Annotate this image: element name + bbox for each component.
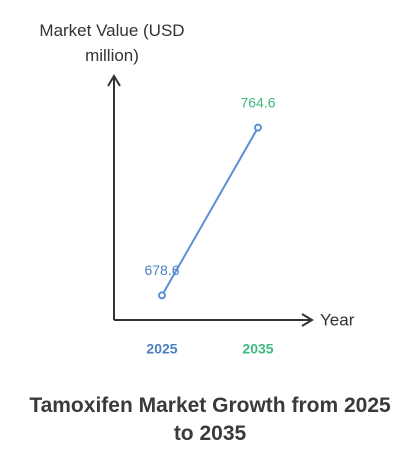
x-axis-arrow: [301, 313, 314, 327]
y-axis-arrow: [107, 74, 121, 87]
line: [161, 127, 259, 296]
chart-title: Tamoxifen Market Growth from 2025 to 203…: [29, 394, 391, 445]
point: [158, 291, 166, 300]
data-label: 764.6: [240, 94, 275, 110]
point: [254, 123, 262, 132]
x-tick-label: 2025: [146, 341, 177, 357]
x-tick-label: 2035: [242, 341, 273, 357]
data-label: 678.6: [144, 262, 179, 278]
y-axis-label: Market Value (USD million): [39, 21, 185, 65]
x-axis-label: Year: [320, 310, 355, 329]
